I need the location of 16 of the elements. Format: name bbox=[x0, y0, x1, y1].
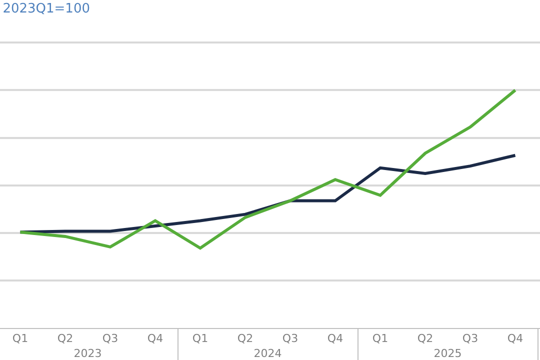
x-tick-label: Q4 bbox=[147, 332, 164, 346]
x-tick-label: Q4 bbox=[327, 332, 344, 346]
text: 2024 bbox=[254, 347, 282, 360]
x-tick-label: Q3 bbox=[282, 332, 298, 346]
x-tick-label: Q2 bbox=[237, 332, 254, 346]
x-tick-label: Q2 bbox=[57, 332, 74, 346]
x-tick-label: Q1 bbox=[372, 332, 388, 346]
x-tick-label: Q3 bbox=[462, 332, 478, 346]
text: 2025 bbox=[434, 347, 462, 360]
x-tick-label: Q2 bbox=[417, 332, 434, 346]
text: 2023 bbox=[74, 347, 102, 360]
x-tick-label: Q3 bbox=[102, 332, 118, 346]
chart-title: 2023Q1=100 bbox=[2, 2, 90, 17]
x-tick-label: Q4 bbox=[507, 332, 524, 346]
x-tick-label: Q1 bbox=[192, 332, 208, 346]
x-tick-label: Q1 bbox=[12, 332, 28, 346]
